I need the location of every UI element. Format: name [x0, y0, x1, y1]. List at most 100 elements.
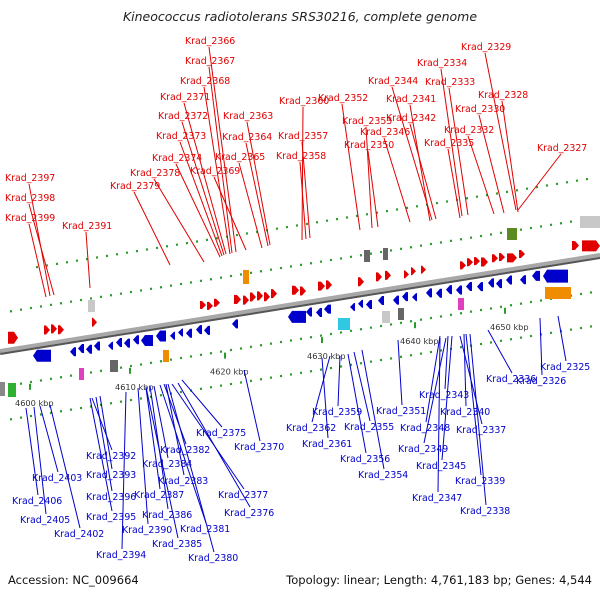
label-leader: [91, 397, 113, 451]
label-leader: [145, 387, 161, 490]
reverse-gene-arrow: [178, 328, 183, 337]
forward-gene-arrow: [572, 240, 579, 250]
label-leader: [153, 385, 169, 459]
label-leader: [409, 104, 431, 222]
label-leader: [441, 335, 453, 461]
label-leader: [39, 405, 59, 473]
gene-label-krad-2327: Krad_2327: [537, 143, 587, 154]
gene-label-krad-2391: Krad_2391: [62, 221, 112, 232]
feature-box: [338, 318, 350, 330]
forward-gene-arrow: [264, 292, 270, 302]
gene-label-krad-2336: Krad_2336: [486, 374, 536, 385]
gene-label-krad-2348: Krad_2348: [400, 423, 450, 434]
gene-label-krad-2398: Krad_2398: [5, 193, 55, 204]
label-leader: [175, 163, 221, 258]
forward-gene-arrow: [507, 253, 517, 263]
outer-forward-track: [35, 177, 589, 269]
forward-gene-arrow: [271, 289, 277, 299]
label-leader: [28, 223, 47, 298]
gene-label-krad-2328: Krad_2328: [478, 90, 528, 101]
accession-label: Accession: NC_009664: [8, 573, 139, 587]
gene-label-krad-2342: Krad_2342: [386, 113, 436, 124]
label-leader: [301, 106, 304, 241]
forward-gene-labels: Krad_2366 Krad_2367 Krad_2368 Krad_2371 Krad…: [5, 36, 587, 298]
label-leader: [301, 141, 311, 239]
gene-label-krad-2403: Krad_2403: [32, 473, 82, 484]
reverse-gene-arrow: [446, 285, 452, 295]
reverse-gene-arrow: [412, 293, 417, 302]
gene-label-krad-2364: Krad_2364: [222, 132, 272, 143]
gene-label-krad-2360: Krad_2360: [279, 96, 329, 107]
gene-label-krad-2368: Krad_2368: [180, 76, 230, 87]
genome-backbone: [0, 253, 600, 353]
reverse-gene-arrow: [204, 325, 210, 335]
reverse-gene-arrow: [456, 285, 462, 295]
label-leader: [95, 396, 113, 492]
gene-label-krad-2357: Krad_2357: [278, 131, 328, 142]
label-leader: [437, 337, 441, 493]
forward-gene-arrow: [200, 301, 206, 309]
gene-label-krad-2387: Krad_2387: [134, 490, 184, 501]
gene-label-krad-2373: Krad_2373: [156, 131, 206, 142]
label-leader: [501, 100, 519, 213]
gene-label-krad-2382: Krad_2382: [160, 445, 210, 456]
feature-box: [0, 382, 5, 396]
reverse-gene-arrow: [316, 307, 322, 317]
feature-box: [580, 216, 600, 228]
label-leader: [99, 395, 113, 470]
gene-label-krad-2363: Krad_2363: [223, 111, 273, 122]
gene-label-krad-2385: Krad_2385: [152, 539, 202, 550]
label-leader: [183, 102, 227, 255]
reverse-gene-arrow: [402, 292, 408, 302]
label-leader: [177, 382, 251, 508]
reverse-gene-arrow: [133, 335, 139, 345]
label-leader: [484, 52, 517, 211]
reverse-gene-arrow: [350, 303, 355, 311]
gene-label-krad-2341: Krad_2341: [386, 94, 436, 105]
gene-label-krad-2365: Krad_2365: [215, 152, 265, 163]
gene-label-krad-2383: Krad_2383: [158, 476, 208, 487]
forward-gene-arrow: [326, 280, 332, 290]
gene-label-krad-2362: Krad_2362: [286, 423, 336, 434]
gene-label-krad-2369: Krad_2369: [190, 166, 240, 177]
label-leader: [440, 68, 463, 217]
reverse-gene-arrow: [506, 275, 512, 285]
forward-gene-arrow: [92, 317, 97, 327]
label-leader: [425, 335, 441, 423]
forward-gene-arrow: [460, 261, 466, 270]
gene-label-krad-2394: Krad_2394: [96, 550, 146, 561]
label-leader: [463, 333, 467, 407]
reverse-gene-arrow: [232, 319, 238, 329]
gene-label-krad-2343: Krad_2343: [419, 390, 469, 401]
label-leader: [153, 178, 205, 263]
label-leader: [238, 162, 263, 249]
gene-label-krad-2358: Krad_2358: [276, 151, 326, 162]
feature-box: [110, 360, 118, 372]
reverse-gene-arrow: [532, 270, 540, 281]
gene-label-krad-2346: Krad_2346: [360, 127, 410, 138]
label-leader: [517, 153, 562, 211]
forward-gene-arrow: [404, 270, 409, 279]
label-leader: [311, 355, 331, 423]
forward-gene-arrow: [8, 331, 18, 344]
forward-gene-arrow: [376, 272, 382, 282]
feature-box: [458, 298, 464, 310]
tick-label-0: 4600 kbp: [15, 398, 54, 408]
gene-label-krad-2376: Krad_2376: [224, 508, 274, 519]
label-leader: [28, 183, 51, 297]
forward-gene-arrow: [234, 295, 241, 305]
reverse-gene-arrow: [393, 295, 399, 305]
reverse-gene-arrow: [358, 299, 363, 308]
gene-label-krad-2330: Krad_2330: [455, 104, 505, 115]
forward-gene-arrow: [207, 301, 213, 310]
label-leader: [85, 231, 91, 289]
reverse-gene-arrow: [543, 269, 568, 283]
label-leader: [181, 379, 223, 428]
reverse-gene-arrow: [366, 299, 372, 309]
label-leader: [539, 317, 543, 376]
feature-box: [8, 383, 16, 397]
gene-label-krad-2345: Krad_2345: [416, 461, 466, 472]
reverse-gene-arrow: [324, 304, 331, 314]
gene-label-krad-2395: Krad_2395: [86, 512, 136, 523]
